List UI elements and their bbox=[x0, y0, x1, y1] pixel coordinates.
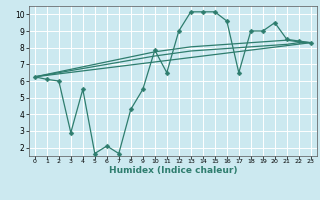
X-axis label: Humidex (Indice chaleur): Humidex (Indice chaleur) bbox=[108, 166, 237, 175]
